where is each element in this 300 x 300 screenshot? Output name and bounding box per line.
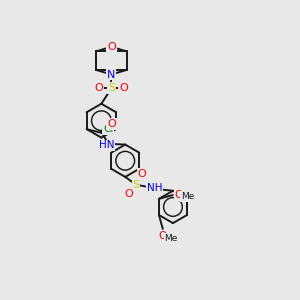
Text: O: O — [107, 42, 116, 52]
Text: Me: Me — [181, 192, 194, 201]
Text: O: O — [95, 83, 103, 93]
Text: O: O — [138, 169, 146, 179]
Text: Me: Me — [165, 234, 178, 243]
Text: HN: HN — [99, 140, 115, 150]
Text: O: O — [124, 189, 133, 199]
Text: O: O — [107, 119, 116, 129]
Text: O: O — [175, 190, 183, 200]
Text: N: N — [107, 70, 116, 80]
Text: O: O — [159, 231, 167, 241]
Text: Cl: Cl — [103, 124, 113, 134]
Text: S: S — [108, 83, 115, 93]
Text: S: S — [132, 180, 140, 190]
Text: NH: NH — [147, 183, 162, 193]
Text: O: O — [119, 83, 128, 93]
